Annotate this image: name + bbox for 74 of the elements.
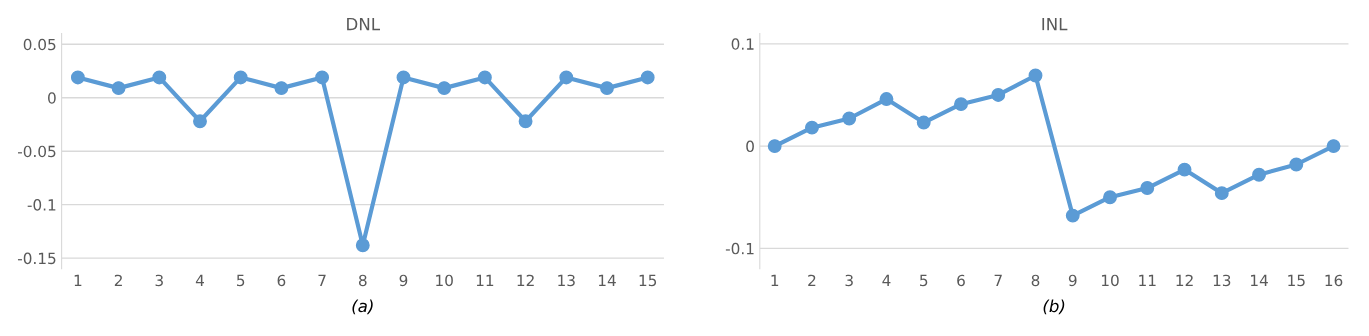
x-tick-label: 14 <box>598 274 616 286</box>
x-tick-label: 15 <box>1288 274 1305 287</box>
x-tick-label: 1 <box>74 274 82 286</box>
x-tick-label: 11 <box>1139 274 1156 286</box>
x-tick-label: 4 <box>882 274 891 286</box>
point <box>355 238 370 253</box>
x-tick-label: 16 <box>1325 274 1343 287</box>
point <box>518 114 533 129</box>
x-tick-label: 14 <box>1251 274 1268 286</box>
point <box>70 70 85 85</box>
point <box>805 120 819 135</box>
point <box>916 115 931 130</box>
point <box>640 70 655 85</box>
x-axis-title: (b) <box>1043 299 1065 315</box>
x-tick-label: 1 <box>771 274 779 286</box>
y-tick-label: 0.1 <box>731 38 754 50</box>
x-tick-label: 6 <box>277 274 286 287</box>
y-tick-label: 0 <box>48 92 56 104</box>
point <box>1252 167 1266 182</box>
x-tick-label: 2 <box>808 274 816 286</box>
point <box>879 92 894 106</box>
x-tick-label: 12 <box>517 274 534 286</box>
x-tick-label: 12 <box>1176 274 1193 286</box>
y-tick-label: 0.05 <box>23 38 56 51</box>
point <box>152 70 167 85</box>
x-tick-label: 11 <box>476 274 494 286</box>
chart-title: INL <box>1042 17 1068 31</box>
x-tick-label: 7 <box>318 274 326 286</box>
x-tick-label: 9 <box>399 274 408 287</box>
point <box>1065 208 1080 223</box>
point <box>315 70 330 85</box>
x-tick-label: 9 <box>1068 274 1077 287</box>
point <box>842 111 857 126</box>
point <box>193 114 207 129</box>
x-tick-label: 15 <box>639 274 657 287</box>
y-tick-label: -0.15 <box>17 252 56 265</box>
point <box>1028 68 1043 83</box>
x-tick-label: 3 <box>155 274 163 287</box>
point <box>1214 186 1229 201</box>
x-tick-label: 5 <box>237 274 245 287</box>
x-axis-title: (a) <box>352 299 373 315</box>
y-tick-label: -0.1 <box>725 242 754 255</box>
point <box>600 81 614 96</box>
chart-title: DNL <box>347 17 380 31</box>
x-tick-label: 8 <box>1031 274 1040 287</box>
point <box>1289 157 1304 172</box>
point <box>1177 162 1192 177</box>
y-tick-label: 0 <box>746 140 754 153</box>
x-tick-label: 5 <box>920 274 928 287</box>
x-tick-label: 13 <box>558 274 575 287</box>
x-tick-label: 10 <box>1101 274 1119 287</box>
point <box>437 81 452 96</box>
point <box>111 81 126 96</box>
x-tick-label: 2 <box>114 274 122 286</box>
x-tick-label: 6 <box>957 274 965 287</box>
point <box>991 88 1006 102</box>
x-tick-label: 7 <box>994 274 1002 286</box>
point <box>1326 139 1341 154</box>
point <box>559 70 574 85</box>
x-tick-label: 13 <box>1213 274 1231 287</box>
point <box>477 70 492 85</box>
point <box>767 139 782 154</box>
point <box>396 70 411 85</box>
y-tick-label: -0.1 <box>27 199 56 211</box>
y-tick-label: -0.05 <box>17 145 56 158</box>
point <box>233 70 248 85</box>
x-tick-label: 10 <box>436 274 453 287</box>
x-tick-label: 8 <box>358 274 367 287</box>
x-tick-label: 4 <box>195 274 204 286</box>
point <box>1140 181 1155 195</box>
point <box>954 97 968 112</box>
x-tick-label: 3 <box>845 274 853 287</box>
point <box>1103 190 1117 205</box>
point <box>274 81 289 96</box>
